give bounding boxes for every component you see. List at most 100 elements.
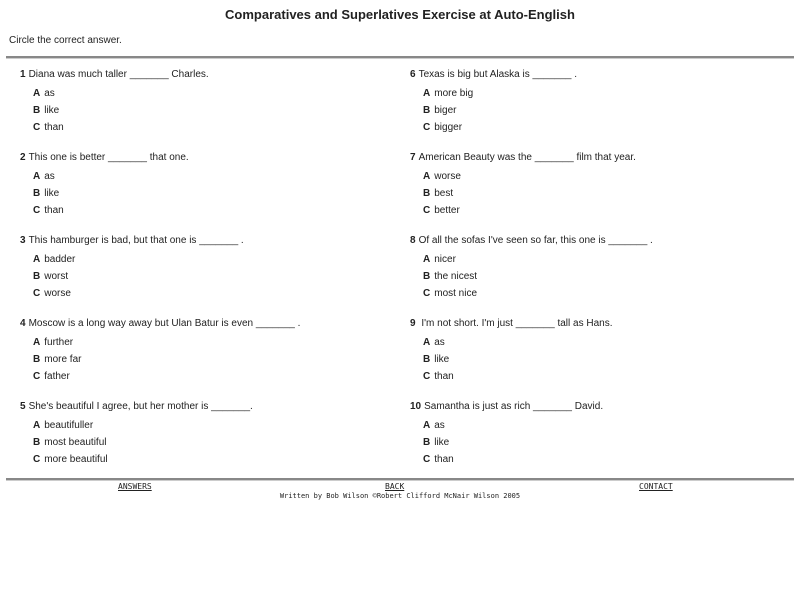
option-text: more far (44, 354, 82, 365)
question-number: 7 (410, 152, 416, 163)
option-letter: B (423, 354, 431, 365)
option-text: better (434, 205, 460, 216)
option-text: like (44, 188, 60, 199)
option-text: worse (434, 171, 461, 182)
option-letter: A (423, 254, 431, 265)
option-letter: A (33, 171, 41, 182)
option-text: badder (44, 254, 76, 265)
question-line: 4 Moscow is a long way away but Ulan Batu… (20, 317, 400, 336)
option-text: like (434, 354, 450, 365)
question-line: 8 Of all the sofas I've seen so far, this… (410, 234, 790, 253)
question-text: She's beautiful I agree, but her mother … (28, 401, 253, 412)
option-letter: C (33, 122, 41, 133)
answers-link[interactable]: ANSWERS (118, 482, 152, 491)
question-5: 5 She's beautiful I agree, but her mother… (20, 400, 400, 483)
option-text: like (434, 437, 450, 448)
question-text: This one is better _______ that one. (28, 152, 189, 163)
question-line: 7 American Beauty was the _______ film th… (410, 151, 790, 170)
question-number: 10 (410, 401, 422, 412)
question-text: I'm not short. I'm just _______ tall as … (418, 318, 613, 329)
option-text: as (44, 88, 55, 99)
question-text: This hamburger is bad, but that one is _… (28, 235, 244, 246)
option-text: more beautiful (44, 454, 108, 465)
option-text: father (44, 371, 70, 382)
left-column: 1 Diana was much taller _______ Charles. A… (20, 68, 400, 483)
question-line: 2 This one is better _______ that one. (20, 151, 400, 170)
option-letter: A (423, 88, 431, 99)
option-letter: C (33, 288, 41, 299)
option-letter: B (423, 105, 431, 116)
option-letter: A (423, 171, 431, 182)
option-text: than (434, 454, 454, 465)
option-text: like (44, 105, 60, 116)
option-text: nicer (434, 254, 456, 265)
question-text: Diana was much taller _______ Charles. (28, 69, 209, 80)
option-text: bigger (434, 122, 463, 133)
question-line: 6 Texas is big but Alaska is _______ . (410, 68, 790, 87)
back-link[interactable]: BACK (385, 482, 405, 491)
question-text: Samantha is just as rich _______ David. (424, 401, 604, 412)
bottom-divider (6, 478, 794, 481)
contact-link[interactable]: CONTACT (639, 482, 673, 491)
option-text: worst (44, 271, 69, 282)
option-letter: C (33, 205, 41, 216)
question-number: 3 (20, 235, 26, 246)
option-letter: C (423, 454, 431, 465)
option-text: than (44, 122, 64, 133)
question-line: 1 Diana was much taller _______ Charles. (20, 68, 400, 87)
question-3: 3 This hamburger is bad, but that one is … (20, 234, 400, 317)
option-text: as (44, 171, 55, 182)
option-letter: C (33, 454, 41, 465)
option-letter: A (33, 420, 41, 431)
option-letter: B (33, 354, 41, 365)
option-letter: A (423, 337, 431, 348)
option-letter: B (423, 437, 431, 448)
question-number: 6 (410, 69, 416, 80)
question-line: 10 Samantha is just as rich _______ David… (410, 400, 790, 419)
option-text: best (434, 188, 454, 199)
option-text: most nice (434, 288, 478, 299)
option-letter: B (33, 271, 41, 282)
question-7: 7 American Beauty was the _______ film th… (410, 151, 790, 234)
option-letter: B (423, 188, 431, 199)
question-number: 9 (410, 318, 416, 329)
option-letter: B (423, 271, 431, 282)
question-text: Texas is big but Alaska is _______ . (418, 69, 577, 80)
question-10: 10 Samantha is just as rich _______ David… (410, 400, 790, 483)
credit-text: Written by Bob Wilson ©Robert Clifford M… (279, 492, 521, 500)
option-text: than (44, 205, 64, 216)
